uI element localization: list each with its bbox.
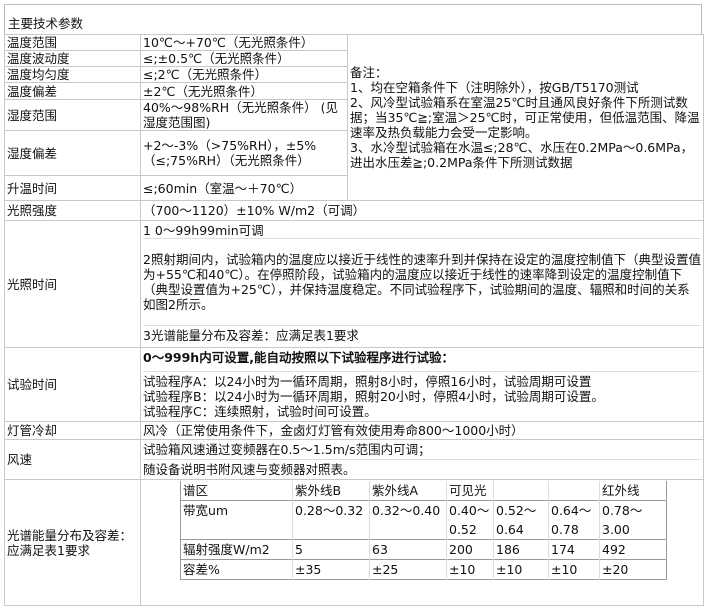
- row-test-time: 试验时间 0～999h内可设置,能自动按照以下试验程序进行试验： 试验程序A：以…: [4, 347, 704, 422]
- spectrum-cell: 辐射强度W/m2: [180, 539, 293, 560]
- spectrum-cell: 0.64～0.78: [548, 500, 600, 540]
- wind-item-1: 试验箱风速通过变频器在0.5～1.5m/s范围内可调；: [143, 442, 431, 457]
- row-light-intensity: 光照强度 （700～1120）±10% W/m2（可调）: [4, 200, 704, 221]
- row-temp-range: 温度范围 10℃～+70℃（无光照条件） 备注： 1、均在空箱条件下（注明除外）…: [4, 34, 704, 201]
- spectrum-cell: ±10: [446, 559, 494, 580]
- label: 灯管冷却: [4, 421, 141, 440]
- spectrum-cell: ±10: [493, 559, 549, 580]
- note-3: 3、水冷型试验箱在水温≤;28℃、水压在0.2MPa～0.6MPa，进出水压差≧…: [350, 140, 694, 170]
- value: ≤;60min（室温～＋70℃）: [140, 175, 348, 201]
- test-time-programs: 试验程序A：以24小时为一循环周期，照射8小时，停照16小时，试验周期可设置 试…: [143, 371, 701, 421]
- spectrum-cell: 492: [599, 539, 667, 560]
- spectrum-cell: ±25: [369, 559, 447, 580]
- label: 光谱能量分布及容差：应满足表1要求: [4, 479, 141, 606]
- label: 光照强度: [4, 200, 141, 221]
- label: 风速: [4, 439, 141, 480]
- spectrum-cell: 谱区: [180, 481, 293, 501]
- label: 温度均匀度: [4, 66, 141, 83]
- row-wind: 风速 试验箱风速通过变频器在0.5～1.5m/s范围内可调； 随设备说明书附风速…: [4, 439, 704, 480]
- row-light-time: 光照时间 1 0～99h99min可调 2照射期间内，试验箱内的温度应以接近于线…: [4, 220, 704, 348]
- value: ±2℃（无光照条件）: [140, 82, 348, 100]
- test-time-header: 0～999h内可设置,能自动按照以下试验程序进行试验：: [143, 350, 454, 365]
- spectrum-cell: 174: [548, 539, 600, 560]
- label: 湿度范围: [4, 99, 141, 131]
- spectrum-cell: 0.40～0.52: [446, 500, 494, 540]
- spectrum-cell: ±10: [548, 559, 600, 580]
- label: 光照时间: [4, 220, 141, 348]
- spectrum-cell: ±35: [292, 559, 370, 580]
- spectrum-cell: [548, 481, 600, 501]
- row-spectrum: 光谱能量分布及容差：应满足表1要求 谱区 紫外线B 紫外线A 可见光 红外线 带宽um 0.…: [4, 479, 704, 606]
- spectrum-row: 容差% ±35 ±25 ±10 ±10 ±10 ±20: [180, 559, 667, 580]
- notes-heading: 备注：: [350, 65, 388, 80]
- program-b: 试验程序B：以24小时为一循环周期，照射20小时，停照4小时，试验周期可设置。: [143, 389, 604, 404]
- value: 1 0～99h99min可调 2照射期间内，试验箱内的温度应以接近于线性的速率升…: [140, 220, 704, 348]
- spectrum-cell: 紫外线A: [369, 481, 447, 501]
- row-temp-dev: 温度偏差 ±2℃（无光照条件）: [4, 82, 704, 100]
- spectrum-cell: 红外线: [599, 481, 667, 501]
- value: 试验箱风速通过变频器在0.5～1.5m/s范围内可调； 随设备说明书附风速与变频…: [140, 439, 704, 480]
- spectrum-table: 谱区 紫外线B 紫外线A 可见光 红外线 带宽um 0.28～0.32 0.32～0.40 0.…: [180, 481, 667, 580]
- spectrum-cell: [493, 481, 549, 501]
- value: 10℃～+70℃（无光照条件）: [140, 34, 348, 51]
- value: 风冷（正常使用条件下，金卤灯灯管有效使用寿命800～1000小时）: [140, 421, 704, 440]
- label: 温度范围: [4, 34, 141, 51]
- spectrum-cell: 200: [446, 539, 494, 560]
- wind-item-2: 随设备说明书附风速与变频器对照表。: [143, 459, 701, 479]
- spectrum-row: 辐射强度W/m2 5 63 200 186 174 492: [180, 539, 667, 560]
- light-time-item-2-text: 2照射期间内，试验箱内的温度应以接近于线性的速率升到并保持在设定的温度控制值下（…: [143, 252, 701, 312]
- section-title: 主要技术参数: [4, 4, 702, 34]
- spectrum-cell: 紫外线B: [292, 481, 370, 501]
- label: 升温时间: [4, 175, 141, 201]
- spectrum-cell: 0.52～0.64: [493, 500, 549, 540]
- row-lamp-cooling: 灯管冷却 风冷（正常使用条件下，金卤灯灯管有效使用寿命800～1000小时）: [4, 421, 704, 440]
- label: 温度偏差: [4, 82, 141, 100]
- label: 试验时间: [4, 347, 141, 422]
- spectrum-cell: 容差%: [180, 559, 293, 580]
- spectrum-row: 带宽um 0.28～0.32 0.32～0.40 0.40～0.52 0.52～0.64…: [180, 500, 667, 540]
- spectrum-cell: 0.32～0.40: [369, 500, 447, 540]
- label: 温度波动度: [4, 50, 141, 67]
- spectrum-cell: 186: [493, 539, 549, 560]
- spectrum-cell: ±20: [599, 559, 667, 580]
- spectrum-cell: 可见光: [446, 481, 494, 501]
- spectrum-cell: 63: [369, 539, 447, 560]
- value: 0～999h内可设置,能自动按照以下试验程序进行试验： 试验程序A：以24小时为…: [140, 347, 704, 422]
- light-time-item-3: 3光谱能量分布及容差：应满足表1要求: [143, 325, 701, 347]
- program-c: 试验程序C：连续照射，试验时间可设置。: [143, 404, 377, 419]
- spectrum-cell: 5: [292, 539, 370, 560]
- note-2: 2、风冷型试验箱系在室温25℃时且通风良好条件下所测试数据；当35℃≧;室温＞2…: [350, 95, 700, 140]
- value: 谱区 紫外线B 紫外线A 可见光 红外线 带宽um 0.28～0.32 0.32～0.40 0.…: [140, 479, 704, 606]
- note-1: 1、均在空箱条件下（注明除外），按GB/T5170测试: [350, 80, 639, 95]
- notes-cell: 备注： 1、均在空箱条件下（注明除外），按GB/T5170测试 2、风冷型试验箱…: [347, 34, 704, 201]
- spectrum-row: 谱区 紫外线B 紫外线A 可见光 红外线: [180, 481, 667, 501]
- value: ≤;2℃（无光照条件）: [140, 66, 348, 83]
- spectrum-cell: 0.78～3.00: [599, 500, 667, 540]
- row-heat-time: 升温时间 ≤;60min（室温～＋70℃）: [4, 175, 704, 201]
- value: （700～1120）±10% W/m2（可调）: [140, 200, 704, 221]
- light-time-item-2: 2照射期间内，试验箱内的温度应以接近于线性的速率升到并保持在设定的温度控制值下（…: [143, 238, 701, 325]
- value: 40%～98%RH（无光照条件） (见湿度范围图): [140, 99, 348, 131]
- label: 湿度偏差: [4, 130, 141, 176]
- spectrum-cell: 0.28～0.32: [292, 500, 370, 540]
- light-time-item-1: 1 0～99h99min可调: [143, 223, 264, 238]
- value: +2～-3%（>75%RH），±5%（≤;75%RH）（无光照条件）: [140, 130, 348, 176]
- value: ≤;±0.5℃（无光照条件）: [140, 50, 348, 67]
- spec-table: 温度范围 10℃～+70℃（无光照条件） 备注： 1、均在空箱条件下（注明除外）…: [4, 34, 704, 606]
- program-a: 试验程序A：以24小时为一循环周期，照射8小时，停照16小时，试验周期可设置: [143, 374, 592, 389]
- row-hum-dev: 湿度偏差 +2～-3%（>75%RH），±5%（≤;75%RH）（无光照条件）: [4, 130, 704, 176]
- spectrum-cell: 带宽um: [180, 500, 293, 540]
